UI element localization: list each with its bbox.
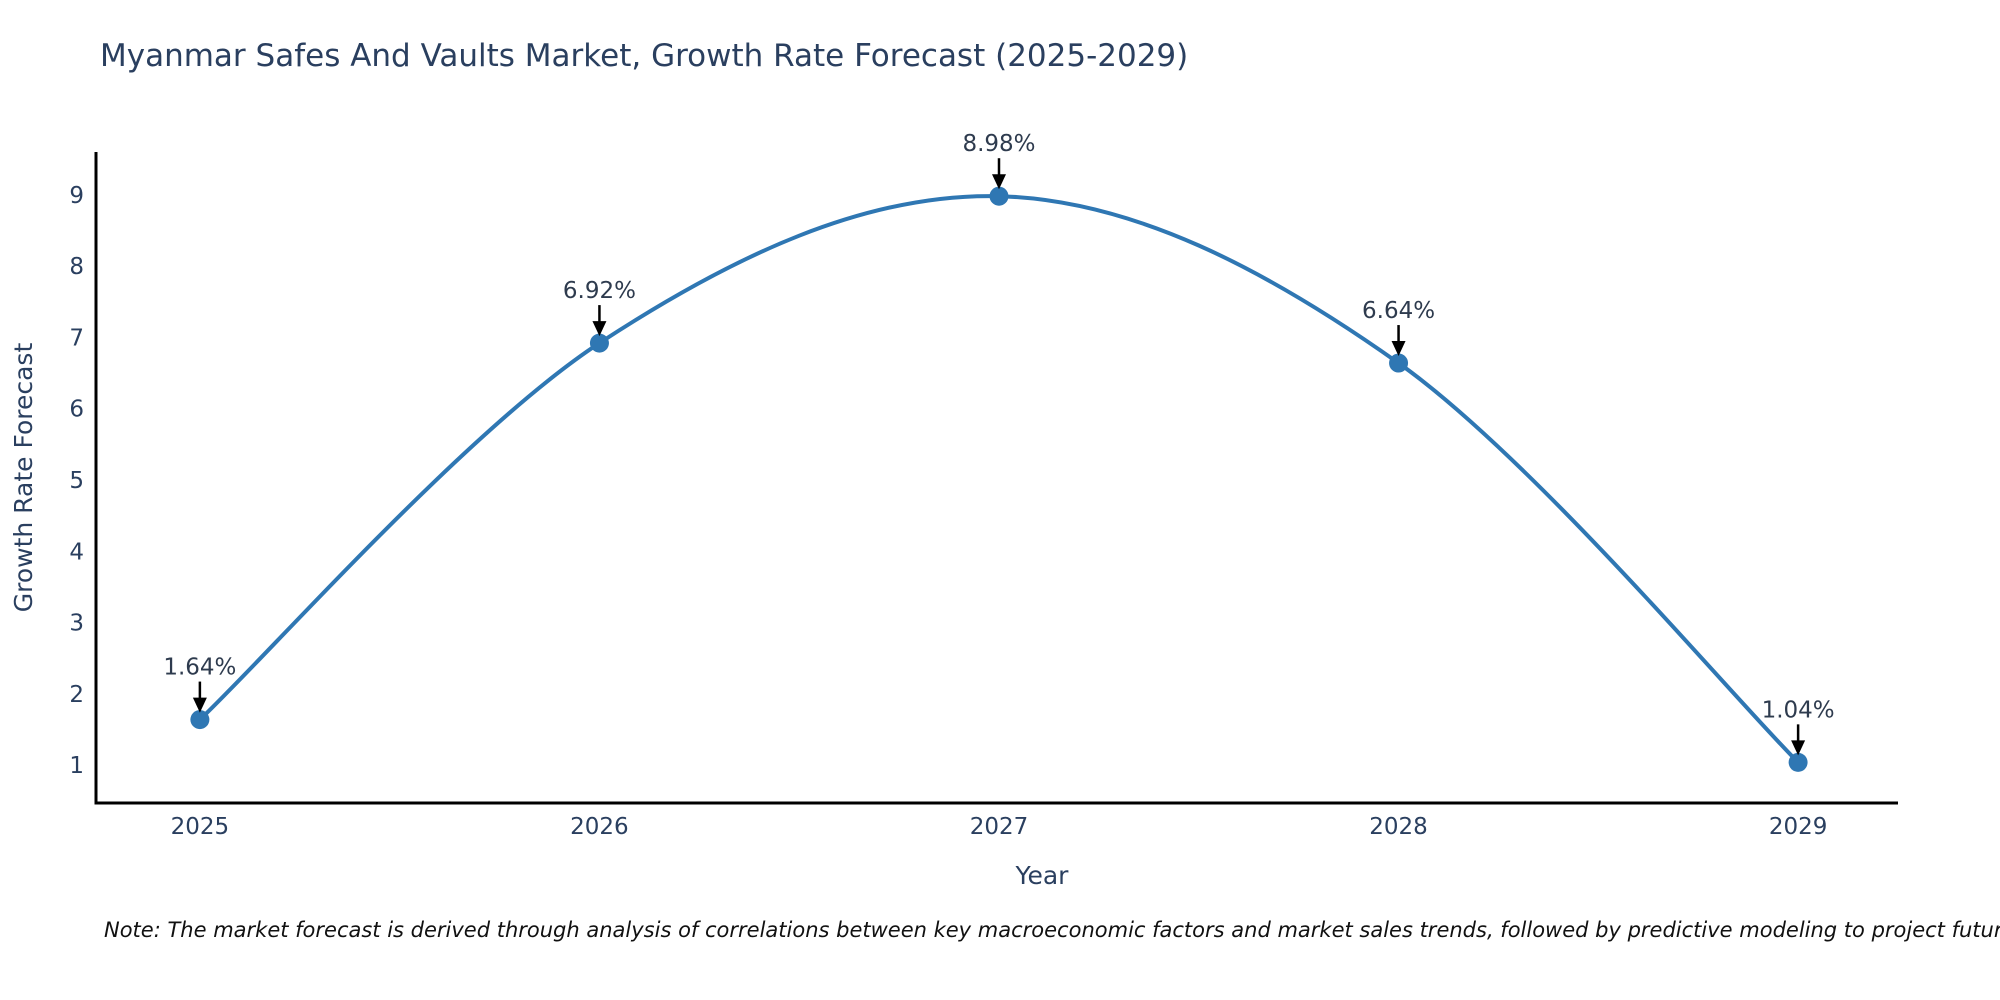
y-tick-label: 6 <box>69 397 84 423</box>
data-point <box>1788 752 1808 772</box>
annotation-arrowhead <box>1791 740 1806 756</box>
point-annotation: 6.92% <box>563 278 636 304</box>
x-tick-label: 2027 <box>970 814 1029 840</box>
axis-spines <box>94 152 1898 805</box>
point-annotation: 1.04% <box>1762 697 1835 723</box>
y-tick-label: 3 <box>69 611 84 637</box>
y-axis-title: Growth Rate Forecast <box>9 343 38 613</box>
point-annotation: 8.98% <box>962 131 1035 157</box>
data-point <box>989 186 1009 206</box>
data-point <box>589 333 609 353</box>
y-tick-label: 2 <box>69 682 84 708</box>
point-annotation: 6.64% <box>1362 298 1435 324</box>
x-tick-label: 2028 <box>1369 814 1428 840</box>
y-tick-label: 1 <box>69 753 84 779</box>
annotation-arrowhead <box>192 697 207 713</box>
x-tick-label: 2025 <box>171 814 230 840</box>
annotation-arrowhead <box>592 321 607 337</box>
x-tick-label: 2029 <box>1769 814 1828 840</box>
y-tick-label: 5 <box>69 468 84 494</box>
x-tick-label: 2026 <box>570 814 629 840</box>
data-point <box>190 710 210 730</box>
y-tick-label: 7 <box>69 325 84 351</box>
x-axis-title: Year <box>1015 861 1070 890</box>
y-tick-label: 4 <box>69 539 84 565</box>
footnote: Note: The market forecast is derived thr… <box>104 918 2000 942</box>
point-annotation: 1.64% <box>163 655 236 681</box>
trend-line <box>197 194 1801 765</box>
chart-title: Myanmar Safes And Vaults Market, Growth … <box>100 38 1189 74</box>
y-tick-label: 9 <box>69 183 84 209</box>
y-tick-label: 8 <box>69 254 84 280</box>
annotation-arrowhead <box>1391 341 1406 357</box>
annotation-arrowhead <box>991 174 1006 190</box>
data-point <box>1389 353 1409 373</box>
